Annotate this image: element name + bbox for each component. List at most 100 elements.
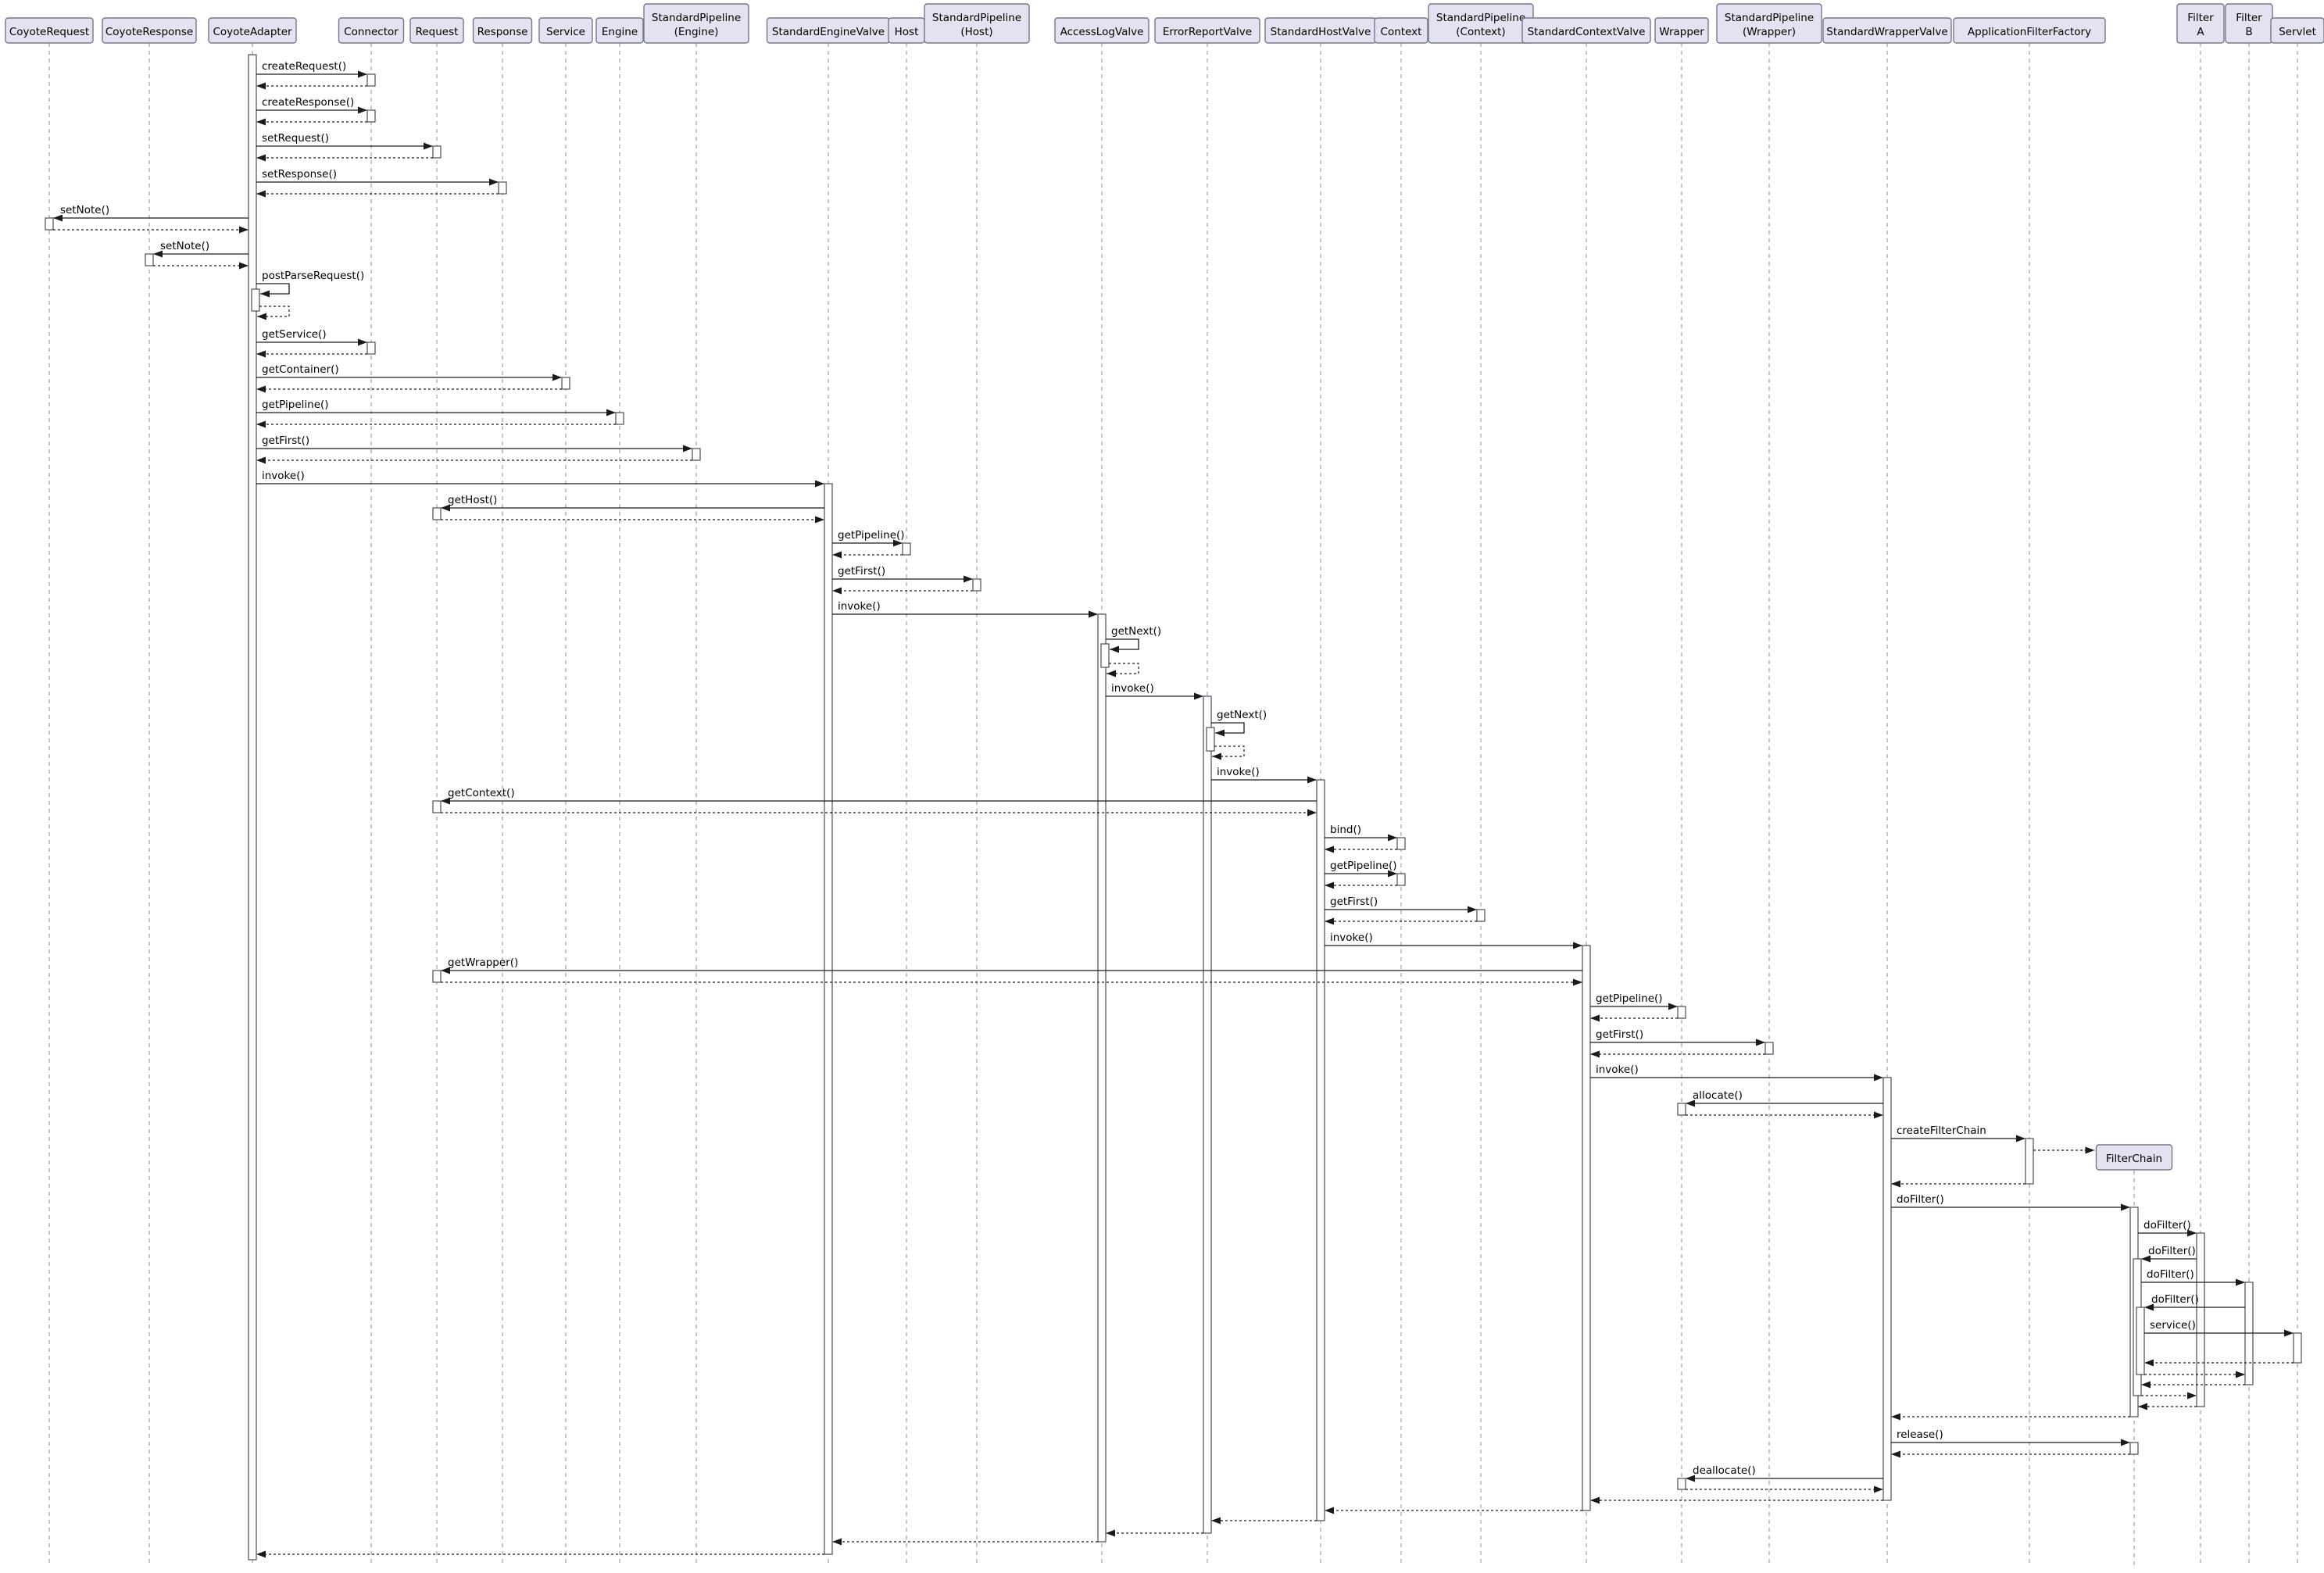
call-arrowhead <box>552 374 562 381</box>
return-arrowhead <box>1211 1517 1221 1525</box>
message-label: getFirst() <box>838 565 885 577</box>
participant-box-StandardPipelineWrapper-label: StandardPipeline <box>1725 12 1814 24</box>
call-arrowhead <box>2016 1135 2025 1142</box>
return-arrowhead <box>832 1538 842 1546</box>
participant-box-AccessLogValve <box>1054 17 1149 44</box>
call-arrowhead <box>1388 834 1397 842</box>
participant-box-ErrorReportValve <box>1154 17 1260 44</box>
participant-box-Response <box>472 17 533 44</box>
participant-box-StandardPipelineHost-label: (Host) <box>960 26 992 38</box>
return-arrowhead <box>1307 809 1317 817</box>
message-label: deallocate() <box>1693 1464 1756 1477</box>
participant-box-Engine-label: Engine <box>602 26 638 38</box>
participant-box-CoyoteResponse <box>102 17 197 44</box>
activation-StandardHostValve <box>1316 779 1325 1521</box>
activation-FilterChain <box>2129 1442 2139 1455</box>
return-arrowhead <box>2144 1359 2154 1367</box>
activation-Wrapper <box>1677 1478 1686 1490</box>
activation-StandardPipelineContext <box>1476 909 1486 922</box>
call-arrowhead <box>489 178 499 186</box>
participant-box-ErrorReportValve-label: ErrorReportValve <box>1163 26 1252 38</box>
message-label: doFilter() <box>2147 1268 2194 1281</box>
self-call-arrowhead <box>1215 729 1225 737</box>
call-arrowhead <box>153 250 163 258</box>
created-object-box-FilterChain <box>2095 1144 2173 1171</box>
message-label: getContainer() <box>262 363 339 376</box>
participant-box-AccessLogValve-label: AccessLogValve <box>1060 26 1144 38</box>
call-arrowhead <box>1468 906 1477 913</box>
message-label: invoke() <box>1111 682 1154 695</box>
participant-box-Wrapper <box>1654 17 1709 44</box>
activation-Host <box>902 542 911 556</box>
message-label: service() <box>2150 1319 2196 1332</box>
create-arrowhead <box>2085 1146 2095 1154</box>
return-arrowhead <box>1874 1485 1883 1493</box>
message-label: getContext() <box>448 787 515 799</box>
return-arrowhead <box>1325 845 1334 853</box>
message-label: getPipeline() <box>1596 992 1663 1005</box>
message-label: allocate() <box>1693 1089 1743 1102</box>
participant-box-StandardWrapperValve-label: StandardWrapperValve <box>1826 26 1947 38</box>
return-arrowhead <box>1590 1496 1600 1504</box>
activation-Response <box>498 181 507 195</box>
message-label: release() <box>1897 1428 1943 1441</box>
message-label: createResponse() <box>262 96 354 109</box>
participant-box-StandardPipelineContext-label: StandardPipeline <box>1436 12 1525 24</box>
return-arrowhead <box>832 587 842 595</box>
return-arrowhead <box>1891 1450 1900 1458</box>
return-arrowhead <box>256 1550 266 1558</box>
call-arrowhead <box>1756 1039 1765 1046</box>
activation-CoyoteAdapter <box>248 54 257 1560</box>
call-arrowhead <box>2187 1229 2197 1237</box>
activation-StandardWrapperValve <box>1882 1077 1892 1501</box>
message-label: getFirst() <box>1596 1028 1643 1041</box>
call-arrowhead <box>424 142 433 150</box>
participant-box-Service-label: Service <box>546 26 585 38</box>
activation-CoyoteAdapter <box>251 288 260 312</box>
participant-box-StandardHostValve-label: StandardHostValve <box>1271 26 1371 38</box>
return-arrowhead <box>815 516 824 524</box>
activation-AccessLogValve <box>1097 613 1107 1543</box>
activation-AccessLogValve <box>1100 643 1110 668</box>
return-arrowhead <box>256 350 266 358</box>
message-label: getService() <box>262 328 327 341</box>
activation-Connector <box>366 73 376 87</box>
created-object-box-FilterChain-label: FilterChain <box>2106 1153 2162 1165</box>
activation-Request <box>432 145 442 159</box>
participant-box-CoyoteRequest-label: CoyoteRequest <box>9 26 89 38</box>
self-call-arrowhead <box>260 290 270 298</box>
return-arrowhead <box>256 456 266 464</box>
return-arrowhead <box>1590 1050 1600 1058</box>
activation-StandardPipelineWrapper <box>1764 1042 1774 1055</box>
activation-ApplicationFilterFactory <box>2025 1138 2034 1185</box>
call-arrowhead <box>2121 1439 2130 1446</box>
activation-StandardEngineValve <box>824 483 833 1555</box>
self-return-line <box>1212 745 1245 757</box>
participant-box-CoyoteRequest <box>5 17 94 44</box>
participant-box-StandardContextValve-label: StandardContextValve <box>1528 26 1646 38</box>
participant-box-Context-label: Context <box>1381 26 1422 38</box>
call-arrowhead <box>2236 1278 2245 1286</box>
return-arrowhead <box>239 226 248 234</box>
call-arrowhead <box>1874 1074 1883 1081</box>
return-arrowhead <box>1325 917 1334 925</box>
return-arrowhead <box>2141 1381 2151 1389</box>
call-arrowhead <box>1194 692 1203 700</box>
call-arrowhead <box>1307 776 1317 784</box>
return-arrowhead <box>2187 1392 2197 1400</box>
call-arrowhead <box>441 797 450 805</box>
message-label: doFilter() <box>2148 1245 2196 1257</box>
participant-box-FilterA-label: A <box>2197 26 2204 38</box>
activation-Request <box>432 507 442 520</box>
participant-box-StandardContextValve <box>1521 17 1651 44</box>
return-arrowhead <box>832 551 842 559</box>
return-arrowhead <box>1891 1413 1900 1421</box>
message-label: setNote() <box>60 204 109 216</box>
activation-Connector <box>366 109 376 123</box>
message-label: getPipeline() <box>262 399 329 411</box>
activation-StandardContextValve <box>1582 945 1591 1511</box>
participant-box-StandardPipelineContext-label: (Context) <box>1456 26 1505 38</box>
return-arrowhead <box>1325 881 1334 889</box>
